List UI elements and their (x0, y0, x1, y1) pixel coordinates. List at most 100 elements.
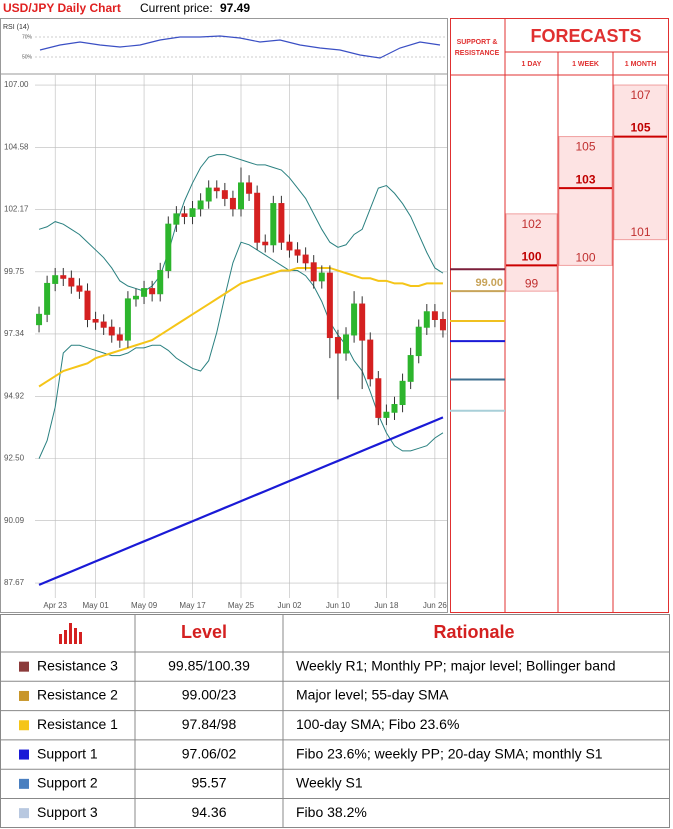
y-tick-label: 99.75 (4, 267, 25, 276)
candle-body (84, 290, 91, 320)
forecast-target-label: 100 (521, 250, 541, 264)
x-tick-label: May 17 (179, 601, 206, 610)
candle-body (294, 249, 301, 256)
candle-body (439, 318, 446, 331)
candle-body (197, 200, 204, 210)
candle-body (76, 285, 83, 292)
candle-body (157, 270, 164, 295)
level-label: 99.00 (475, 277, 503, 289)
y-tick-label: 87.67 (4, 578, 25, 587)
y-tick-label: 70% (22, 34, 33, 40)
candle-body (286, 241, 293, 251)
y-tick-label: 104.58 (4, 143, 29, 152)
candle-body (399, 380, 406, 406)
candle-body (254, 192, 261, 243)
candle-body (375, 378, 382, 418)
candle-body (367, 339, 374, 380)
indicator-line (38, 416, 444, 586)
candle-body (278, 203, 285, 243)
candle-body (92, 318, 99, 323)
row-rationale: Major level; 55-day SMA (296, 687, 449, 703)
candle-body (181, 213, 188, 217)
sr-heading: SUPPORT & (457, 39, 498, 46)
table-header: Rationale (433, 622, 514, 642)
y-tick-label: 94.92 (4, 391, 25, 400)
candle-body (173, 213, 180, 225)
forecast-high: 102 (521, 217, 541, 231)
x-tick-label: Apr 23 (43, 601, 67, 610)
chart-frame (0, 18, 448, 613)
forecast-title: FORECASTS (530, 26, 641, 46)
forecast-high: 105 (575, 140, 595, 154)
sr-heading: RESISTANCE (455, 50, 500, 57)
price: 97.49 (220, 1, 250, 15)
y-tick-label: 107.00 (4, 80, 29, 89)
forecast-range (613, 84, 668, 241)
candle-body (318, 272, 325, 282)
candle-body (310, 262, 317, 282)
table-frame (0, 614, 670, 828)
candle-body (383, 411, 390, 418)
swatch (19, 720, 29, 731)
rsi-title: RSI (14) (3, 24, 29, 31)
title: USD/JPY Daily Chart (3, 1, 121, 15)
forecast-column: 1 MONTH (625, 61, 657, 68)
x-tick-label: Jun 10 (326, 601, 351, 610)
row-rationale: Weekly R1; Monthly PP; major level; Boll… (296, 657, 616, 673)
row-level: 97.84/98 (182, 716, 237, 732)
row-level: 99.85/100.39 (168, 657, 250, 673)
candle-body (189, 208, 196, 217)
candle-body (141, 288, 148, 297)
candle-body (132, 295, 139, 300)
indicator-line (38, 266, 443, 388)
candle-body (246, 182, 253, 194)
candle-body (165, 223, 172, 272)
swatch (19, 808, 29, 819)
candle-body (116, 334, 123, 341)
row-level: 95.57 (191, 775, 226, 791)
swatch (19, 778, 29, 789)
forecast-range (505, 213, 558, 292)
candle-body (359, 303, 366, 341)
row-rationale: Weekly S1 (296, 775, 363, 791)
forecast-frame (450, 18, 669, 613)
row-name: Resistance 2 (37, 687, 118, 703)
x-tick-label: Jun 18 (374, 601, 399, 610)
candle-body (124, 298, 131, 341)
y-tick-label: 92.50 (4, 454, 25, 463)
candle-body (262, 241, 269, 246)
candle-body (52, 275, 59, 284)
row-name: Support 2 (37, 775, 98, 791)
x-tick-label: Jun 26 (423, 601, 448, 610)
candle-body (36, 313, 43, 326)
candle-body (108, 326, 115, 336)
candle-body (44, 282, 51, 315)
price-label: Current price: (140, 1, 213, 15)
candle-body (415, 326, 422, 357)
table-header: Level (181, 622, 227, 642)
candle-body (205, 187, 212, 202)
row-level: 94.36 (191, 804, 226, 820)
candle-body (391, 404, 398, 413)
forecast-target-label: 105 (630, 121, 650, 135)
candle-body (407, 355, 414, 382)
y-tick-label: 50% (22, 54, 33, 60)
swatch (19, 749, 29, 760)
row-rationale: Fibo 38.2% (296, 804, 367, 820)
row-rationale: Fibo 23.6%; weekly PP; 20-day SMA; month… (296, 745, 603, 761)
candle-body (68, 277, 75, 287)
row-rationale: 100-day SMA; Fibo 23.6% (296, 716, 459, 732)
forecast-high: 107 (630, 88, 650, 102)
forecast-column: 1 WEEK (572, 61, 599, 68)
candle-body (270, 203, 277, 246)
candle-body (326, 272, 333, 339)
row-name: Resistance 1 (37, 716, 118, 732)
forecast-target-label: 103 (575, 172, 595, 186)
candle-body (238, 182, 244, 210)
candle-body (100, 321, 107, 328)
candle-body (302, 254, 309, 264)
forecast-low: 101 (630, 225, 650, 239)
indicator-line (38, 154, 444, 292)
